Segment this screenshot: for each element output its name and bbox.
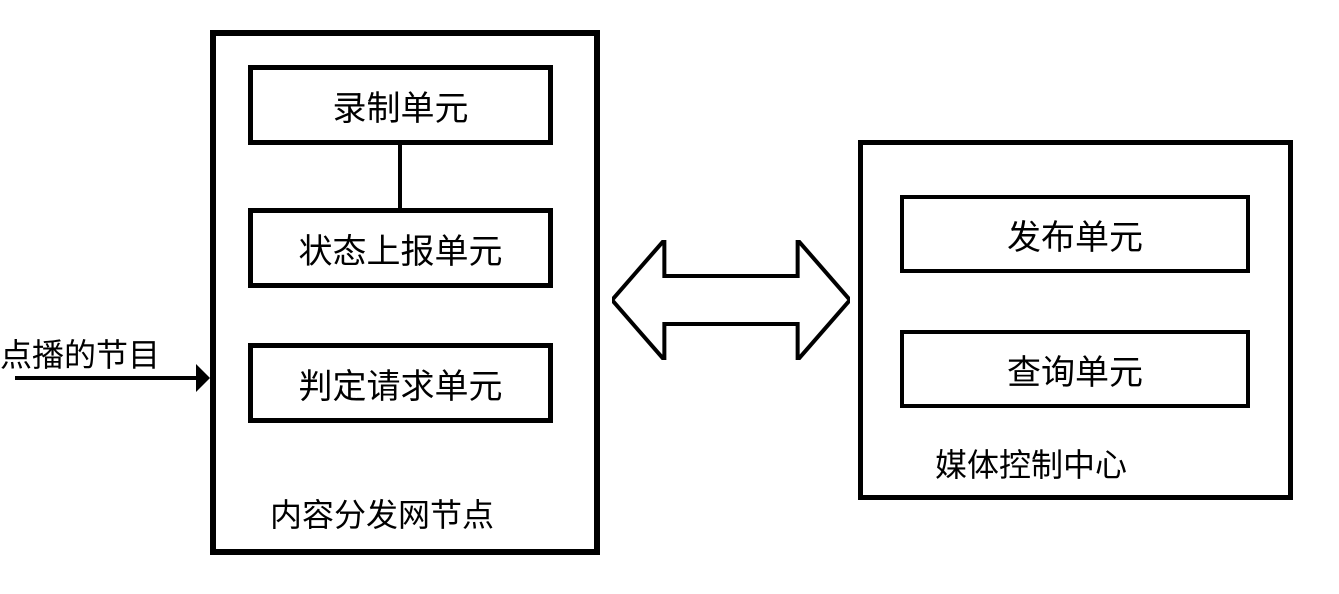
double-arrow-polygon bbox=[612, 240, 850, 360]
publish-unit-box: 发布单元 bbox=[900, 195, 1250, 273]
input-arrow-head bbox=[196, 364, 210, 392]
cdn-node-title: 内容分发网节点 bbox=[270, 490, 494, 536]
input-label: 点播的节目 bbox=[0, 330, 160, 376]
judge-request-unit-box: 判定请求单元 bbox=[248, 343, 553, 423]
judge-request-unit-label: 判定请求单元 bbox=[299, 359, 503, 408]
status-report-unit-label: 状态上报单元 bbox=[299, 224, 503, 273]
publish-unit-label: 发布单元 bbox=[1007, 210, 1143, 259]
record-unit-box: 录制单元 bbox=[248, 65, 553, 145]
record-unit-label: 录制单元 bbox=[333, 81, 469, 130]
record-status-connector bbox=[398, 145, 402, 208]
query-unit-box: 查询单元 bbox=[900, 330, 1250, 408]
input-arrow-line bbox=[15, 376, 196, 380]
media-center-title: 媒体控制中心 bbox=[935, 440, 1127, 486]
double-arrow-icon bbox=[612, 240, 850, 360]
status-report-unit-box: 状态上报单元 bbox=[248, 208, 553, 288]
query-unit-label: 查询单元 bbox=[1007, 345, 1143, 394]
